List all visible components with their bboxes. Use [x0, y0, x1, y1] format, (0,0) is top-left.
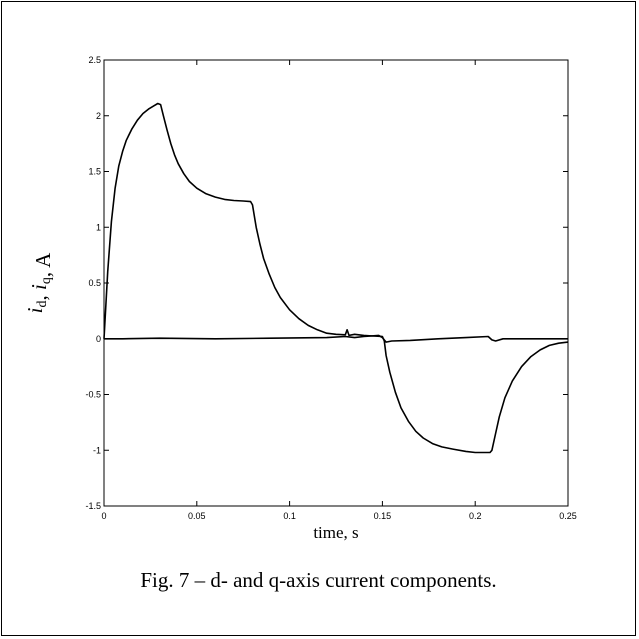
y-tick-label: -0.5 — [85, 390, 101, 400]
series-line-1 — [103, 102, 569, 454]
figure-caption: Fig. 7 – d- and q-axis current component… — [140, 568, 497, 592]
x-tick-label: 0.25 — [559, 511, 577, 521]
y-tick-label: -1 — [93, 445, 101, 455]
series-group — [103, 102, 569, 454]
y-tick-label: 1 — [96, 222, 101, 232]
x-tick-label: 0.1 — [283, 511, 296, 521]
plot-area — [103, 59, 569, 507]
x-axis-label: time, s — [313, 523, 358, 542]
y-tick-label: 0 — [96, 334, 101, 344]
x-tick-label: 0.15 — [374, 511, 392, 521]
y-tick-label: -1.5 — [85, 501, 101, 511]
y-tick-label: 2 — [96, 111, 101, 121]
ticks-group: 0 0.05 0.1 0.15 0.2 0.25 -1.5 -1 -0.5 0 0.5 1 1.5 2 2.… — [85, 55, 576, 521]
x-tick-label: 0.2 — [469, 511, 482, 521]
y-tick-label: 2.5 — [88, 55, 101, 65]
series-line-2 — [104, 334, 568, 343]
x-tick-label: 0.05 — [188, 511, 206, 521]
y-axis-label: id, iq, A — [23, 252, 55, 314]
x-tick-label: 0 — [101, 511, 106, 521]
y-tick-label: 0.5 — [88, 278, 101, 288]
y-tick-label: 1.5 — [88, 167, 101, 177]
